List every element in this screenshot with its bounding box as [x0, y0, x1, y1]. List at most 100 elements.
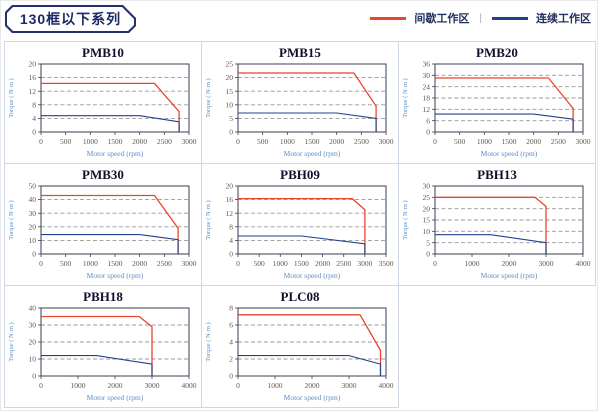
y-axis-label: Torque ( N·m )	[402, 78, 409, 117]
chart-plot-plc08: 0 2 4 6 8 0 1000 2000 3000 4000 Motor speed (rpm) T…	[205, 304, 394, 402]
y-tick-label: 8	[32, 100, 36, 109]
x-tick-label: 0	[236, 259, 240, 268]
x-tick-label: 1500	[108, 259, 123, 268]
x-tick-label: 3000	[182, 259, 197, 268]
chart-plot-pbh18: 0 10 20 30 40 0 1000 2000 3000 4000 Motor speed (r…	[8, 304, 197, 402]
y-tick-label: 16	[226, 195, 234, 204]
x-tick-label: 3000	[342, 381, 357, 390]
y-tick-label: 12	[423, 105, 431, 114]
x-tick-label: 2500	[336, 259, 351, 268]
x-tick-label: 0	[236, 137, 240, 146]
chart-cell-pmb30: PMB30 0 10 20 30 40 50 0 500 1000 1500 2000 2500 3000…	[5, 164, 202, 286]
series-line-intermittent	[435, 77, 574, 132]
y-tick-label: 10	[29, 355, 37, 364]
series-line-intermittent	[41, 82, 180, 132]
y-tick-label: 6	[229, 321, 233, 330]
x-tick-label: 0	[433, 137, 437, 146]
y-tick-label: 18	[423, 94, 431, 103]
series-line-continuous	[41, 234, 179, 254]
y-axis-label: Torque ( N·m )	[205, 200, 212, 239]
y-tick-label: 24	[423, 82, 431, 91]
chart-title: PLC08	[280, 289, 320, 304]
y-tick-label: 36	[423, 60, 431, 69]
y-tick-label: 0	[229, 372, 233, 381]
plot-frame	[237, 185, 387, 255]
x-tick-label: 1500	[305, 137, 320, 146]
x-tick-label: 1000	[280, 137, 295, 146]
x-axis-label: Motor speed (rpm)	[284, 393, 341, 402]
y-tick-label: 5	[229, 114, 233, 123]
x-tick-label: 3000	[576, 137, 591, 146]
y-tick-label: 20	[226, 182, 234, 191]
x-axis-label: Motor speed (rpm)	[284, 149, 341, 158]
chart-cell-plc08: PLC08 0 2 4 6 8 0 1000 2000 3000 4000 Motor speed (…	[202, 286, 399, 408]
x-tick-label: 0	[39, 259, 43, 268]
y-tick-label: 20	[29, 60, 37, 69]
x-tick-label: 4000	[182, 381, 197, 390]
y-tick-label: 5	[426, 238, 430, 247]
chart-cell-pmb10: PMB10 0 4 8 12 16 20 0 500 1000 1500 2000 2500 3000 Mo…	[5, 42, 202, 164]
x-tick-label: 0	[236, 381, 240, 390]
x-tick-label: 500	[454, 137, 466, 146]
y-tick-label: 30	[29, 209, 37, 218]
y-tick-label: 16	[29, 73, 37, 82]
x-tick-label: 1000	[477, 137, 492, 146]
y-tick-label: 10	[29, 236, 37, 245]
series-line-intermittent	[41, 194, 179, 254]
x-tick-label: 2500	[157, 137, 172, 146]
intermittent-zone-line-swatch	[370, 16, 407, 20]
chart-plot-pmb20: 0 6 12 18 24 30 36 0 500 1000 1500 2000 2500 3000 Moto…	[402, 60, 591, 158]
x-tick-label: 500	[60, 137, 72, 146]
x-tick-label: 2000	[526, 137, 541, 146]
chart-plot-pbh13: 0 5 10 15 20 25 30 0 1000 2000 3000 4000 Motor speed…	[402, 182, 591, 280]
y-tick-label: 40	[29, 195, 37, 204]
series-line-continuous	[238, 355, 382, 376]
x-axis-label: Motor speed (rpm)	[284, 271, 341, 280]
x-tick-label: 2500	[551, 137, 566, 146]
y-tick-label: 20	[29, 222, 37, 231]
y-axis-label: Torque ( N·m )	[205, 78, 212, 117]
legend: 间歇工作区 | 连续工作区	[370, 10, 591, 26]
x-tick-label: 1500	[294, 259, 309, 268]
legend-label-intermittent: 间歇工作区	[414, 13, 470, 25]
y-axis-label: Torque ( N·m )	[205, 322, 212, 361]
legend-separator: |	[479, 12, 482, 24]
y-tick-label: 8	[229, 222, 233, 231]
series-line-continuous	[41, 115, 180, 132]
plot-frame	[237, 63, 387, 133]
x-axis-label: Motor speed (rpm)	[481, 149, 538, 158]
x-tick-label: 3000	[539, 259, 554, 268]
x-tick-label: 4000	[379, 381, 394, 390]
y-tick-label: 0	[229, 250, 233, 259]
y-tick-label: 30	[423, 71, 431, 80]
series-line-intermittent	[41, 315, 153, 376]
series-line-intermittent	[435, 196, 547, 254]
x-tick-label: 3000	[145, 381, 160, 390]
x-axis-label: Motor speed (rpm)	[87, 393, 144, 402]
chart-plot-pmb15: 0 5 10 15 20 25 0 500 1000 1500 2000 2500 3000 Motor …	[205, 60, 394, 158]
series-line-continuous	[238, 112, 377, 132]
chart-title: PMB30	[82, 167, 124, 182]
x-tick-label: 2000	[315, 259, 330, 268]
legend-label-continuous: 连续工作区	[536, 13, 591, 25]
plot-frame	[40, 185, 190, 255]
y-tick-label: 0	[426, 128, 430, 137]
y-tick-label: 20	[29, 338, 37, 347]
y-tick-label: 4	[229, 236, 233, 245]
x-tick-label: 1500	[108, 137, 123, 146]
series-title-tag: 130框以下系列	[5, 5, 136, 33]
y-tick-label: 12	[226, 209, 234, 218]
x-tick-label: 500	[60, 259, 72, 268]
x-tick-label: 500	[257, 137, 269, 146]
x-tick-label: 1000	[268, 381, 283, 390]
chart-cell-pmb20: PMB20 0 6 12 18 24 30 36 0 500 1000 1500 2000 2500 300…	[399, 42, 596, 164]
chart-grid: PMB10 0 4 8 12 16 20 0 500 1000 1500 2000 2500 3000 Mo…	[4, 41, 596, 408]
continuous-zone-line-swatch	[492, 16, 528, 20]
y-tick-label: 4	[229, 338, 233, 347]
x-tick-label: 2500	[354, 137, 369, 146]
y-tick-label: 25	[226, 60, 234, 69]
series-line-continuous	[435, 113, 574, 132]
chart-cell-pbh13: PBH13 0 5 10 15 20 25 30 0 1000 2000 3000 4000 Motor …	[399, 164, 596, 286]
